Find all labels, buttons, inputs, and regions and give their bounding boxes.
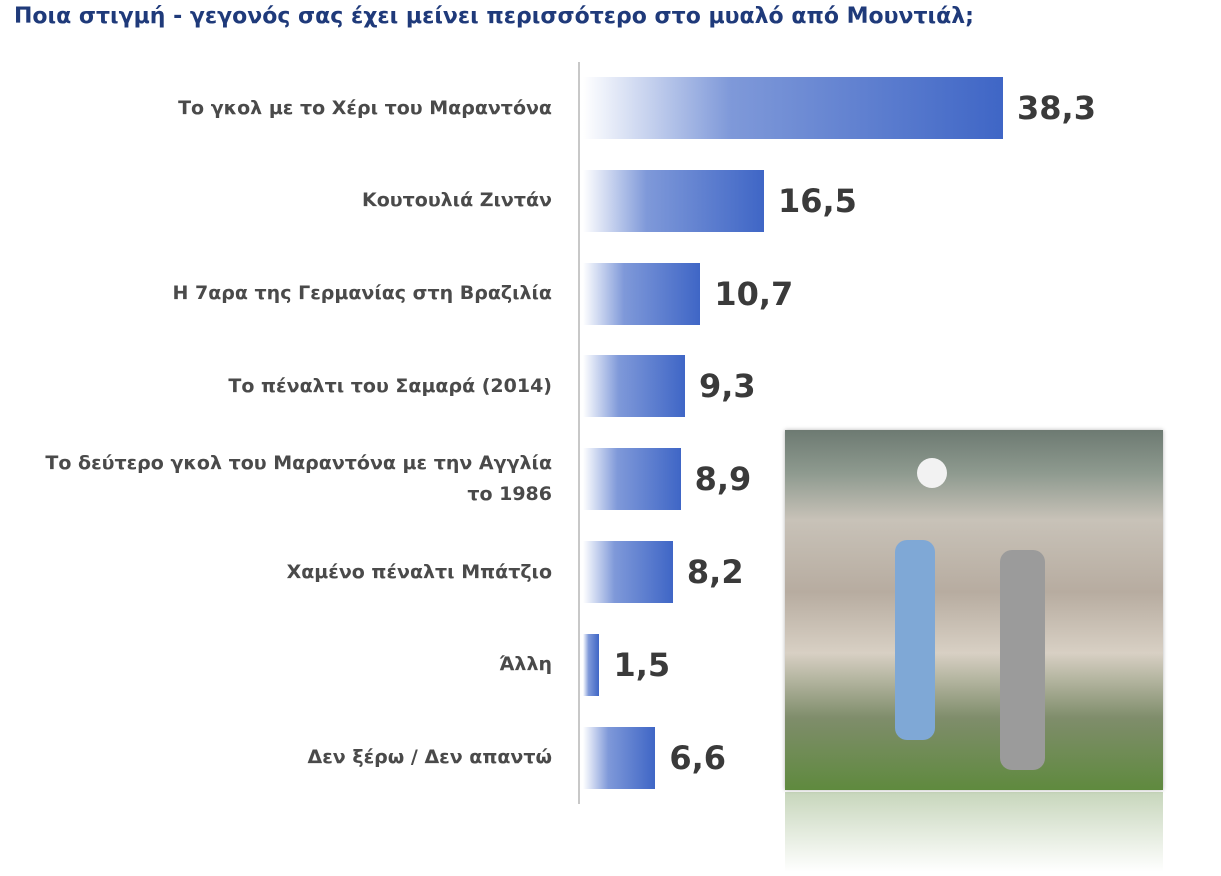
value-label: 6,6 — [669, 738, 727, 777]
bar — [583, 633, 600, 696]
axis-line — [578, 62, 580, 804]
bar — [583, 355, 685, 418]
value-label: 16,5 — [777, 181, 857, 220]
value-label: 8,9 — [694, 460, 752, 499]
category-label: Άλλη — [499, 653, 552, 676]
bar — [583, 726, 656, 789]
value-label: 38,3 — [1017, 89, 1096, 127]
bar — [583, 262, 701, 325]
bar — [583, 169, 764, 232]
category-label: Το πέναλτι του Σαμαρά (2014) — [228, 374, 552, 397]
value-label: 8,2 — [686, 553, 744, 591]
category-label: Δεν ξέρω / Δεν απαντώ — [307, 746, 552, 769]
player — [895, 540, 935, 740]
value-label: 9,3 — [698, 367, 756, 406]
bar — [583, 77, 1003, 139]
photo — [785, 430, 1163, 790]
value-label: 1,5 — [613, 645, 671, 684]
bar — [583, 541, 673, 603]
photo-reflection — [785, 792, 1163, 872]
category-label: Το γκολ με το Χέρι του Μαραντόνα — [178, 96, 552, 119]
value-label: 10,7 — [714, 274, 794, 313]
bar — [583, 448, 681, 511]
chart-title: Ποια στιγμή - γεγονός σας έχει μείνει πε… — [14, 4, 974, 29]
ball — [917, 458, 947, 488]
category-label: Χαμένο πέναλτι Μπάτζιο — [286, 560, 552, 583]
category-label: Κουτουλιά Ζιντάν — [362, 189, 552, 212]
category-label: Η 7αρα της Γερμανίας στη Βραζιλία — [172, 282, 553, 305]
goalkeeper — [1000, 550, 1045, 770]
category-label: Το δεύτερο γκολ του Μαραντόνα με την Αγγ… — [45, 452, 552, 506]
